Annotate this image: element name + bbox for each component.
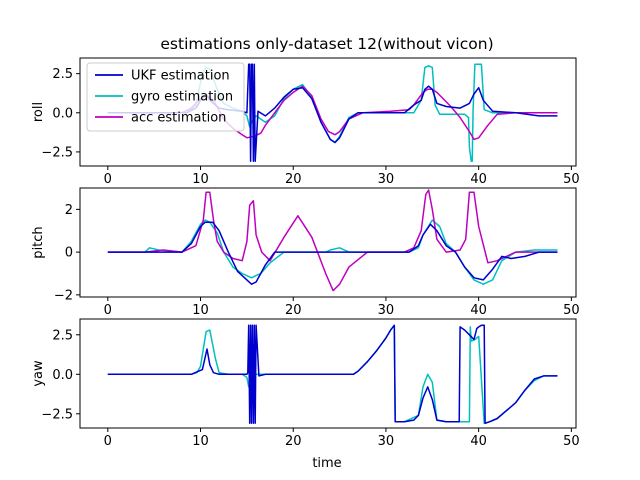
legend-entry: acc estimation — [131, 111, 226, 126]
legend-entry: gyro estimation — [131, 90, 233, 105]
legend-box — [86, 62, 245, 132]
y-tick-label: 2.5 — [52, 67, 73, 82]
y-tick-label: 0.0 — [52, 106, 73, 121]
subplot-pitch: 0 10 20 30 40 50 −2 0 2 pitch — [31, 187, 580, 318]
y-axis-label-yaw: yaw — [31, 360, 46, 387]
legend: UKF estimation gyro estimation acc estimat… — [86, 62, 245, 132]
y-tick-label: 0.0 — [52, 368, 73, 383]
y-tick-label: 2.5 — [52, 328, 73, 343]
x-tick-label: 0 — [104, 303, 112, 318]
y-tick-label: −2.5 — [41, 407, 73, 422]
x-tick-label: 0 — [104, 434, 112, 449]
series-group — [107, 189, 558, 292]
axes-frame — [79, 318, 577, 429]
y-axis-label-roll: roll — [31, 102, 46, 122]
x-tick-label: 40 — [470, 303, 487, 318]
x-tick-label: 50 — [563, 434, 580, 449]
x-tick-label: 30 — [378, 172, 395, 187]
x-tick-label: 20 — [285, 434, 302, 449]
x-tick-label: 20 — [285, 303, 302, 318]
y-tick-label: 0 — [65, 246, 73, 261]
y-tick-label: −2 — [54, 288, 73, 303]
x-tick-label: 10 — [192, 434, 209, 449]
series-line-acc-estimation — [107, 189, 558, 292]
axes-frame — [79, 187, 577, 298]
legend-entry: UKF estimation — [131, 69, 230, 84]
axes-frame — [79, 57, 577, 167]
x-tick-label: 40 — [470, 434, 487, 449]
chart-title: estimations only-dataset 12(without vico… — [160, 35, 493, 53]
series-line-ukf-estimation — [107, 324, 558, 425]
x-tick-label: 50 — [563, 172, 580, 187]
series-group — [107, 324, 558, 425]
y-axis-label-pitch: pitch — [31, 226, 46, 258]
x-tick-label: 30 — [378, 303, 395, 318]
x-tick-label: 0 — [104, 172, 112, 187]
x-tick-label: 40 — [470, 172, 487, 187]
x-tick-label: 20 — [285, 172, 302, 187]
series-line-ukf-estimation — [107, 221, 558, 285]
y-tick-label: −2.5 — [41, 145, 73, 160]
x-tick-label: 30 — [378, 434, 395, 449]
x-tick-label: 10 — [192, 303, 209, 318]
x-tick-label: 10 — [192, 172, 209, 187]
x-axis-label: time — [312, 456, 341, 471]
y-tick-label: 2 — [65, 203, 73, 218]
subplot-yaw: 0 10 20 30 40 50 −2.5 0.0 2.5 yaw — [31, 318, 580, 449]
x-tick-label: 50 — [563, 303, 580, 318]
